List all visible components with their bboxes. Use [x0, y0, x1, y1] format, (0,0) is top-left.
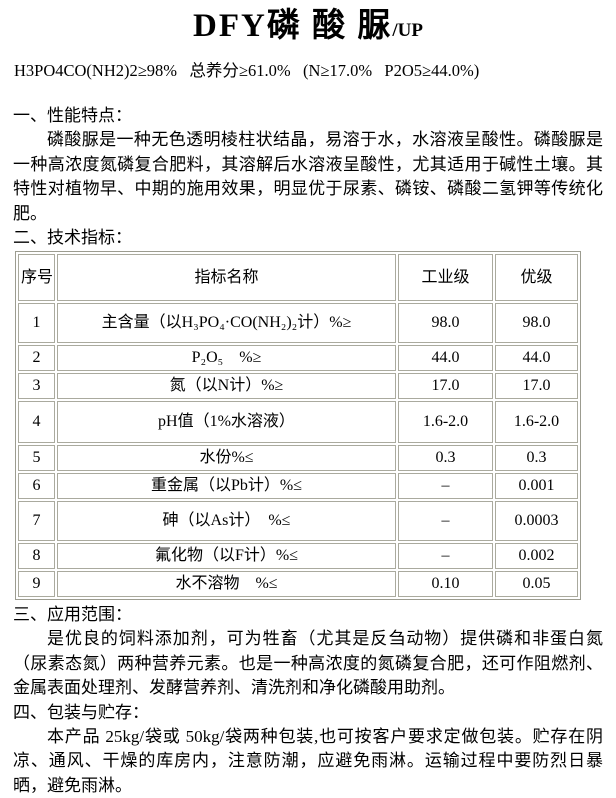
table-row: 1 主含量（以H₃PO₄·CO(NH₂)₂计）%≥ 98.0 98.0 — [18, 303, 578, 343]
table-row: 7 砷（以As计） %≤ – 0.0003 — [18, 501, 578, 541]
section-2-heading: 二、技术指标： — [13, 226, 603, 250]
row-index: 5 — [18, 445, 55, 471]
table-row: 5 水份%≤ 0.3 0.3 — [18, 445, 578, 471]
section-1-paragraph: 磷酸脲是一种无色透明棱柱状结晶，易溶于水，水溶液呈酸性。磷酸脲是一种高浓度氮磷复… — [13, 128, 603, 226]
table-row: 2 P₂O₅ %≥ 44.0 44.0 — [18, 345, 578, 371]
row-name: 砷（以As计） %≤ — [57, 501, 396, 541]
row-index: 9 — [18, 571, 55, 597]
section-4-paragraph: 本产品 25kg/袋或 50kg/袋两种包装,也可按客户要求定做包装。贮存在阴凉… — [13, 725, 603, 798]
table-row: 4 pH值（1%水溶液） 1.6-2.0 1.6-2.0 — [18, 401, 578, 443]
row-industrial-value: 0.3 — [398, 445, 493, 471]
row-index: 3 — [18, 373, 55, 399]
col-header-index: 序号 — [18, 254, 55, 301]
row-industrial-value: – — [398, 501, 493, 541]
row-premium-value: 1.6-2.0 — [495, 401, 578, 443]
col-header-premium: 优级 — [495, 254, 578, 301]
row-index: 6 — [18, 473, 55, 499]
row-name: P₂O₅ %≥ — [57, 345, 396, 371]
table-row: 9 水不溶物 %≤ 0.10 0.05 — [18, 571, 578, 597]
row-premium-value: 0.0003 — [495, 501, 578, 541]
row-industrial-value: – — [398, 473, 493, 499]
row-premium-value: 98.0 — [495, 303, 578, 343]
row-name: 重金属（以Pb计）%≤ — [57, 473, 396, 499]
table-header-row: 序号 指标名称 工业级 优级 — [18, 254, 578, 301]
page-title: DFY磷 酸 脲 — [193, 8, 392, 44]
col-header-name: 指标名称 — [57, 254, 396, 301]
formula-line: H3PO4CO(NH2)2≥98% 总养分≥61.0% (N≥17.0% P2O… — [14, 60, 603, 82]
row-industrial-value: – — [398, 543, 493, 569]
row-premium-value: 0.001 — [495, 473, 578, 499]
row-name: 主含量（以H₃PO₄·CO(NH₂)₂计）%≥ — [57, 303, 396, 343]
row-premium-value: 44.0 — [495, 345, 578, 371]
table-row: 6 重金属（以Pb计）%≤ – 0.001 — [18, 473, 578, 499]
row-industrial-value: 1.6-2.0 — [398, 401, 493, 443]
row-name: pH值（1%水溶液） — [57, 401, 396, 443]
row-industrial-value: 17.0 — [398, 373, 493, 399]
row-name: 氟化物（以F计）%≤ — [57, 543, 396, 569]
row-industrial-value: 44.0 — [398, 345, 493, 371]
row-name: 水不溶物 %≤ — [57, 571, 396, 597]
row-index: 4 — [18, 401, 55, 443]
row-premium-value: 17.0 — [495, 373, 578, 399]
row-premium-value: 0.3 — [495, 445, 578, 471]
spec-table: 序号 指标名称 工业级 优级 1 主含量（以H₃PO₄·CO(NH₂)₂计）%≥… — [15, 251, 581, 600]
col-header-industrial: 工业级 — [398, 254, 493, 301]
row-index: 8 — [18, 543, 55, 569]
row-name: 氮（以N计）%≥ — [57, 373, 396, 399]
section-1-heading: 一、性能特点： — [13, 104, 603, 128]
section-4-heading: 四、包装与贮存： — [13, 701, 603, 725]
table-row: 8 氟化物（以F计）%≤ – 0.002 — [18, 543, 578, 569]
row-industrial-value: 98.0 — [398, 303, 493, 343]
row-premium-value: 0.002 — [495, 543, 578, 569]
title-block: DFY磷 酸 脲/UP — [13, 6, 603, 46]
section-3-paragraph: 是优良的饲料添加剂，可为牲畜（尤其是反刍动物）提供磷和非蛋白氮（尿素态氮）两种营… — [13, 627, 603, 701]
row-industrial-value: 0.10 — [398, 571, 493, 597]
row-index: 1 — [18, 303, 55, 343]
row-name: 水份%≤ — [57, 445, 396, 471]
table-row: 3 氮（以N计）%≥ 17.0 17.0 — [18, 373, 578, 399]
row-index: 2 — [18, 345, 55, 371]
row-premium-value: 0.05 — [495, 571, 578, 597]
page-title-suffix: /UP — [392, 20, 423, 41]
section-3-heading: 三、应用范围： — [13, 603, 603, 627]
row-index: 7 — [18, 501, 55, 541]
